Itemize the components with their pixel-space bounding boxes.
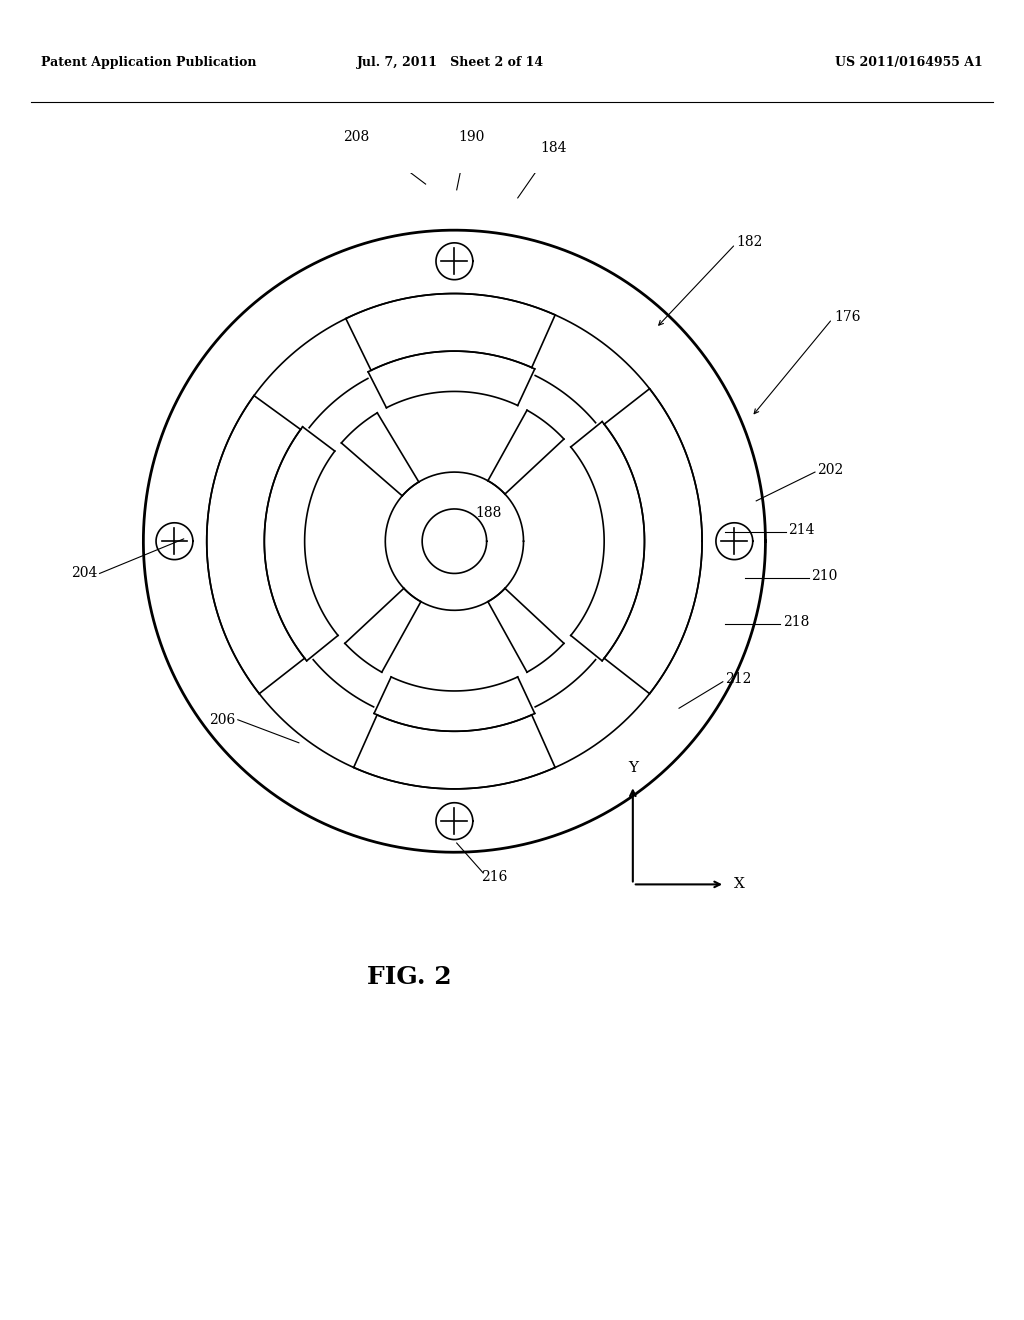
Text: FIG. 2: FIG. 2: [368, 965, 452, 989]
Text: Jul. 7, 2011   Sheet 2 of 14: Jul. 7, 2011 Sheet 2 of 14: [357, 55, 544, 69]
Text: 206: 206: [209, 713, 236, 727]
Text: 190: 190: [459, 129, 485, 144]
Text: 202: 202: [817, 463, 844, 477]
Text: X: X: [734, 878, 745, 891]
Text: Patent Application Publication: Patent Application Publication: [41, 55, 256, 69]
Text: US 2011/0164955 A1: US 2011/0164955 A1: [836, 55, 983, 69]
Text: 214: 214: [788, 523, 815, 537]
Text: 208: 208: [343, 129, 370, 144]
Text: Y: Y: [628, 762, 638, 776]
Text: 204: 204: [71, 566, 97, 581]
Text: 188: 188: [475, 507, 502, 520]
Text: 216: 216: [481, 870, 508, 883]
Text: 212: 212: [725, 672, 752, 686]
Text: 182: 182: [736, 235, 763, 248]
Text: 218: 218: [782, 615, 809, 628]
Text: 184: 184: [541, 141, 567, 156]
Text: 176: 176: [835, 310, 861, 323]
Text: 210: 210: [811, 569, 838, 582]
